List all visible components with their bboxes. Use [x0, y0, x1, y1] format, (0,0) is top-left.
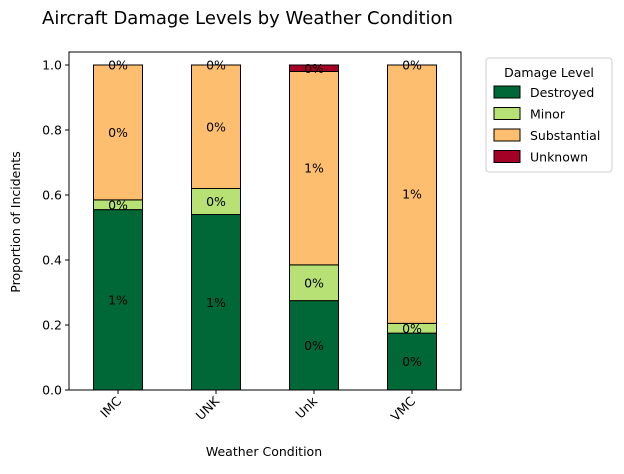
- segment-label: 1%: [304, 161, 324, 176]
- legend-swatch-minor: [493, 107, 521, 120]
- legend-label-destroyed: Destroyed: [530, 85, 594, 100]
- segment-label: 0%: [304, 61, 324, 76]
- bar-substantial-unk: [289, 71, 339, 266]
- segment-label: 0%: [304, 338, 324, 353]
- plot-frame: [68, 51, 462, 391]
- y-tick-label: 0.0: [42, 383, 62, 398]
- chart-title: Aircraft Damage Levels by Weather Condit…: [42, 8, 453, 29]
- x-tick-label-vmc: VMC: [388, 393, 419, 424]
- y-tick-label: 1.0: [42, 58, 62, 73]
- bar-destroyed-unk: [289, 300, 339, 391]
- segment-label: 0%: [108, 125, 128, 140]
- bar-substantial-imc: [93, 64, 143, 201]
- bar-destroyed-unk: [191, 214, 241, 391]
- bar-destroyed-imc: [93, 209, 143, 391]
- segment-label: 0%: [206, 58, 226, 73]
- bar-destroyed-vmc: [387, 332, 437, 391]
- segment-label: 1%: [108, 292, 128, 307]
- segment-label: 0%: [304, 275, 324, 290]
- bar-substantial-unk: [191, 64, 241, 189]
- legend-swatch-substantial: [493, 128, 521, 142]
- y-tick-label: 0.8: [42, 123, 62, 138]
- segment-label: 0%: [402, 321, 422, 336]
- legend-label-substantial: Substantial: [530, 128, 600, 143]
- segment-label: 0%: [402, 58, 422, 73]
- bar-minor-unk: [191, 188, 241, 215]
- legend-swatch-unknown: [493, 150, 521, 163]
- segment-label: 0%: [206, 119, 226, 134]
- segment-label: 0%: [206, 194, 226, 209]
- segment-label: 1%: [206, 295, 226, 310]
- segment-label: 1%: [402, 187, 422, 202]
- y-tick-label: 0.4: [42, 253, 62, 268]
- x-tick-label-unk: UNK: [193, 393, 223, 423]
- legend-label-unknown: Unknown: [530, 150, 588, 165]
- segment-label: 0%: [108, 197, 128, 212]
- y-tick-label: 0.2: [42, 318, 62, 333]
- x-tick-label-imc: IMC: [97, 393, 124, 420]
- y-tick-label: 0.6: [42, 188, 62, 203]
- segment-label: 0%: [108, 58, 128, 73]
- legend: Damage Level Destroyed Minor Substantial Unk…: [485, 57, 613, 173]
- legend-title: Damage Level: [504, 65, 594, 80]
- x-tick-label-unk: Unk: [292, 393, 320, 421]
- x-axis-label: Weather Condition: [206, 444, 322, 459]
- bar-minor-unk: [289, 264, 339, 302]
- legend-swatch-destroyed: [493, 85, 521, 99]
- y-axis-label: Proportion of Incidents: [8, 151, 23, 292]
- bar-unknown-unk: [289, 64, 339, 72]
- segment-label: 0%: [402, 354, 422, 369]
- legend-label-minor: Minor: [530, 107, 566, 122]
- bar-substantial-vmc: [387, 64, 437, 324]
